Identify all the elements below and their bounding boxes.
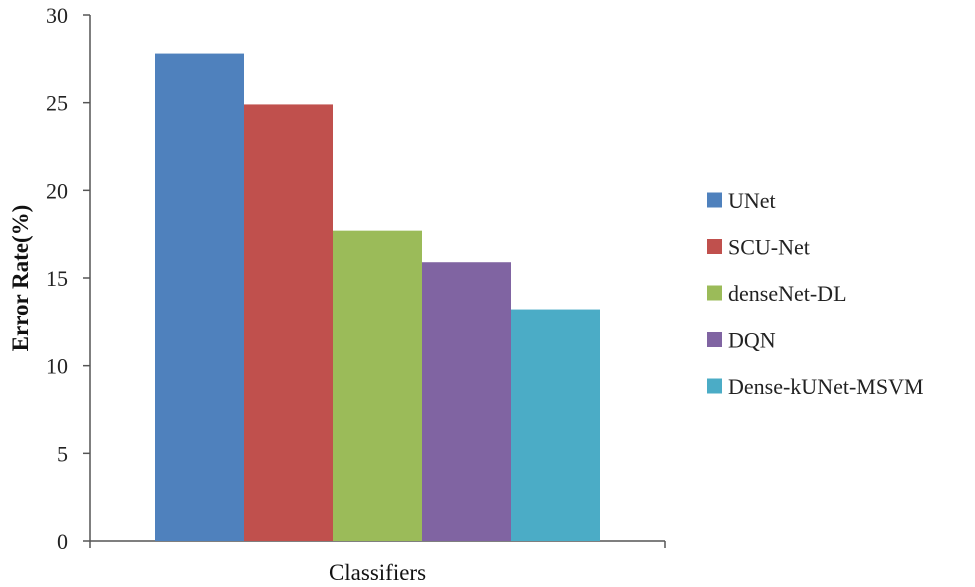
legend-label: DQN [728, 328, 776, 353]
y-tick-label: 10 [46, 354, 68, 379]
x-axis-title: Classifiers [329, 560, 426, 585]
bar-scu-net [244, 104, 333, 542]
legend-swatch [707, 192, 722, 208]
legend-label: Dense-kUNet-MSVM [728, 374, 924, 399]
bar-unet [155, 53, 244, 541]
y-tick-label: 5 [57, 441, 68, 466]
legend-label: denseNet-DL [728, 281, 847, 306]
legend-swatch [707, 332, 722, 347]
bar-densenet-dl [333, 230, 422, 541]
legend: UNet SCU-Net denseNet-DL DQN Dense-kUNet-MSV… [707, 188, 924, 399]
legend-swatch [707, 378, 722, 394]
bar-dense-kunet-msvm [511, 309, 600, 541]
y-tick-label: 25 [46, 91, 68, 116]
legend-label: SCU-Net [728, 235, 810, 260]
y-tick-label: 15 [46, 266, 68, 291]
y-tick-label: 30 [46, 3, 68, 28]
legend-swatch [707, 239, 722, 254]
y-tick-label: 20 [46, 178, 68, 203]
y-axis-title: Error Rate(%) [8, 205, 33, 352]
bars-group [155, 53, 600, 542]
y-tick-label: 0 [57, 529, 68, 554]
legend-label: UNet [728, 188, 776, 213]
y-axis-ticks: 0 5 10 15 20 25 30 [46, 3, 666, 554]
bar-dqn [422, 262, 511, 541]
legend-swatch [707, 285, 722, 301]
